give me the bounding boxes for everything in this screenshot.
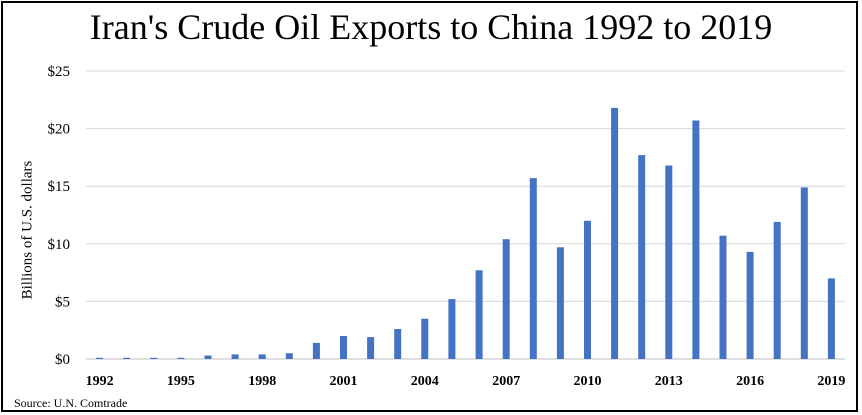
bar-2010 — [584, 220, 591, 359]
chart-title: Iran's Crude Oil Exports to China 1992 t… — [89, 7, 773, 47]
bar-2017 — [773, 221, 781, 359]
y-tick-label: $20 — [48, 122, 71, 138]
bar-1995 — [177, 357, 185, 359]
bar-1994 — [150, 357, 158, 359]
bar-2011 — [611, 107, 619, 360]
bar-1992 — [96, 357, 104, 359]
bar-1999 — [285, 353, 293, 359]
bar-2006 — [475, 270, 483, 359]
x-tick-label: 1992 — [86, 374, 114, 389]
y-tick-label: $15 — [48, 179, 71, 195]
bar-2019 — [827, 278, 835, 359]
x-tick-label: 2013 — [655, 374, 683, 389]
y-tick-label: $10 — [48, 237, 71, 253]
y-tick-label: $25 — [48, 64, 71, 80]
x-tick-label: 2019 — [817, 374, 845, 389]
source-note: Source: U.N. Comtrade — [14, 396, 128, 410]
bar-2000 — [312, 342, 320, 359]
bar-2012 — [638, 155, 646, 359]
y-tick-label: $5 — [55, 294, 70, 310]
x-tick-label: 2007 — [492, 374, 520, 389]
x-tick-label: 1998 — [248, 374, 276, 389]
x-tick-label: 2004 — [411, 374, 439, 389]
bar-2001 — [340, 336, 347, 359]
bar-2014 — [692, 120, 700, 359]
bar-2007 — [502, 239, 510, 359]
x-tick-label: 2016 — [736, 374, 764, 389]
x-tick-label: 2001 — [330, 374, 358, 389]
bar-2016 — [746, 251, 754, 359]
bar-2018 — [800, 187, 808, 359]
bar-2003 — [394, 329, 402, 359]
y-tick-label: $0 — [55, 352, 70, 368]
bar-2005 — [448, 299, 456, 359]
bar-1993 — [123, 357, 131, 359]
bar-2013 — [665, 165, 673, 359]
x-tick-label: 1995 — [167, 374, 195, 389]
bar-2009 — [556, 247, 564, 359]
bar-1996 — [204, 355, 212, 359]
bar-2004 — [421, 318, 429, 359]
bar-1997 — [231, 354, 239, 359]
bar-2008 — [529, 178, 537, 359]
bar-2015 — [719, 235, 727, 359]
x-tick-label: 2010 — [574, 374, 602, 389]
bar-1998 — [258, 354, 266, 359]
bar-2002 — [367, 337, 375, 359]
